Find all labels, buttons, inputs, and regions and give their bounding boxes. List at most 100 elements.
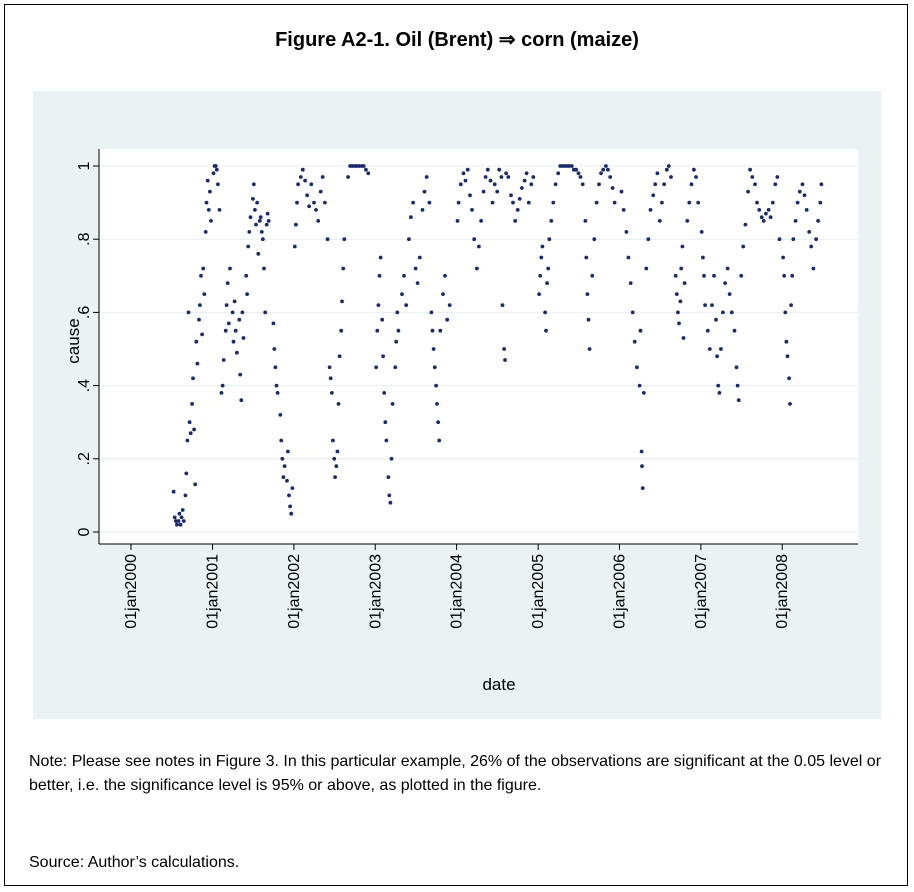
scatter-point [455, 219, 460, 223]
scatter-point [298, 175, 303, 179]
scatter-point [545, 281, 549, 285]
scatter-point [183, 493, 188, 498]
scatter-point [795, 200, 800, 205]
scatter-point [524, 171, 529, 176]
scatter-point [393, 365, 398, 370]
scatter-point [619, 189, 624, 194]
scatter-point [320, 175, 325, 179]
scatter-point [407, 237, 411, 242]
scatter-point [729, 310, 734, 315]
y-tick-label: 0 [76, 527, 93, 536]
scatter-point [511, 200, 515, 205]
scatter-point [361, 164, 366, 168]
scatter-point [237, 317, 242, 322]
scatter-point [526, 200, 531, 205]
scatter-point [777, 237, 782, 242]
scatter-point [366, 171, 371, 176]
scatter-point [576, 171, 581, 176]
scatter-chart: 0 .2 .4 .6 .8 1 01jan2000 01jan2001 01jan2002 01j… [64, 149, 858, 694]
scatter-point [389, 456, 394, 461]
scatter-point [203, 230, 208, 234]
scatter-point [239, 398, 244, 403]
scatter-point [775, 175, 780, 179]
scatter-point [612, 200, 617, 205]
scatter-point [716, 383, 721, 388]
scatter-point [592, 237, 597, 242]
scatter-point [171, 489, 176, 494]
scatter-point [213, 164, 218, 168]
scatter-point [797, 189, 802, 194]
scatter-point [759, 215, 764, 220]
scatter-point [263, 310, 268, 315]
scatter-point [188, 431, 193, 436]
y-tick-label: .2 [76, 452, 93, 465]
scatter-point [549, 219, 554, 223]
scatter-point [662, 182, 666, 187]
scatter-point [282, 464, 287, 468]
scatter-point [638, 328, 643, 333]
scatter-point [604, 164, 608, 168]
scatter-point [382, 391, 387, 395]
scatter-point [721, 310, 725, 315]
scatter-point [644, 266, 649, 271]
scatter-point [219, 391, 224, 395]
scatter-point [540, 244, 545, 249]
scatter-point [339, 328, 344, 333]
scatter-point [539, 255, 544, 260]
scatter-point [766, 208, 771, 212]
scatter-point [228, 266, 232, 271]
scatter-point [186, 310, 191, 315]
scatter-point [748, 167, 752, 172]
scatter-point [705, 328, 710, 333]
x-tick-label: 01jan2005 [530, 554, 547, 629]
scatter-point [208, 189, 212, 194]
scatter-point [195, 361, 200, 366]
scatter-point [725, 266, 730, 271]
scatter-point [441, 292, 445, 296]
scatter-point [254, 222, 258, 227]
scatter-point [590, 273, 595, 278]
scatter-point [435, 402, 439, 406]
scatter-point [679, 266, 684, 271]
scatter-point [811, 266, 816, 271]
scatter-point [782, 273, 787, 278]
scatter-point [648, 208, 653, 212]
scatter-point [437, 438, 442, 443]
scatter-point [599, 171, 603, 176]
scatter-point [256, 251, 261, 256]
scatter-point [206, 208, 211, 212]
scatter-point [220, 383, 225, 388]
scatter-point [288, 504, 292, 509]
scatter-point [702, 273, 706, 278]
scatter-point [608, 175, 613, 179]
scatter-point [184, 471, 189, 476]
scatter-point [707, 347, 712, 351]
scatter-point [279, 438, 284, 443]
scatter-point [176, 519, 181, 523]
scatter-point [221, 358, 226, 362]
x-tick-label: 01jan2006 [612, 554, 629, 629]
scatter-point [681, 336, 686, 340]
scatter-point [280, 456, 285, 461]
scatter-point [265, 211, 270, 216]
scatter-point [761, 219, 766, 223]
scatter-point [567, 164, 571, 168]
scatter-point [816, 219, 820, 223]
scatter-point [380, 317, 385, 322]
scatter-point [651, 193, 656, 198]
scatter-point [316, 219, 321, 223]
scatter-point [807, 230, 812, 234]
scatter-point [342, 237, 347, 242]
scatter-point [294, 222, 298, 227]
scatter-point [434, 383, 438, 388]
scatter-point [809, 244, 814, 249]
scatter-point [272, 347, 277, 351]
x-tick-label: 01jan2000 [123, 554, 140, 629]
scatter-point [556, 171, 561, 176]
scatter-point [384, 438, 389, 443]
scatter-point [492, 182, 497, 187]
scatter-point [264, 222, 269, 227]
scatter-point [192, 427, 197, 432]
scatter-point [788, 402, 792, 406]
plot-area [99, 149, 858, 544]
